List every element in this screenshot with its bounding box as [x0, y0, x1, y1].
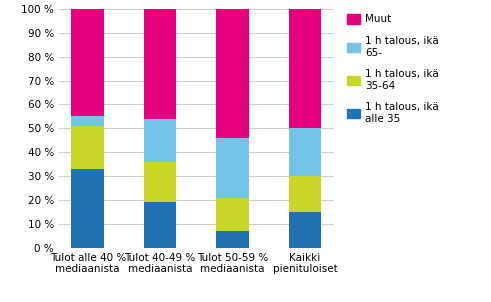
Bar — [289, 9, 322, 128]
Bar — [144, 119, 176, 162]
Bar — [71, 126, 104, 169]
Bar — [144, 9, 176, 119]
Bar — [289, 128, 322, 176]
Bar — [217, 9, 249, 138]
Bar — [289, 212, 322, 248]
Bar — [217, 138, 249, 198]
Bar — [71, 169, 104, 248]
Bar — [71, 116, 104, 126]
Legend: Muut, 1 h talous, ikä
65-, 1 h talous, ikä
35-64, 1 h talous, ikä
alle 35: Muut, 1 h talous, ikä 65-, 1 h talous, i… — [347, 14, 439, 124]
Bar — [217, 198, 249, 231]
Bar — [144, 162, 176, 202]
Bar — [71, 9, 104, 117]
Bar — [217, 231, 249, 248]
Bar — [144, 202, 176, 248]
Bar — [289, 176, 322, 212]
